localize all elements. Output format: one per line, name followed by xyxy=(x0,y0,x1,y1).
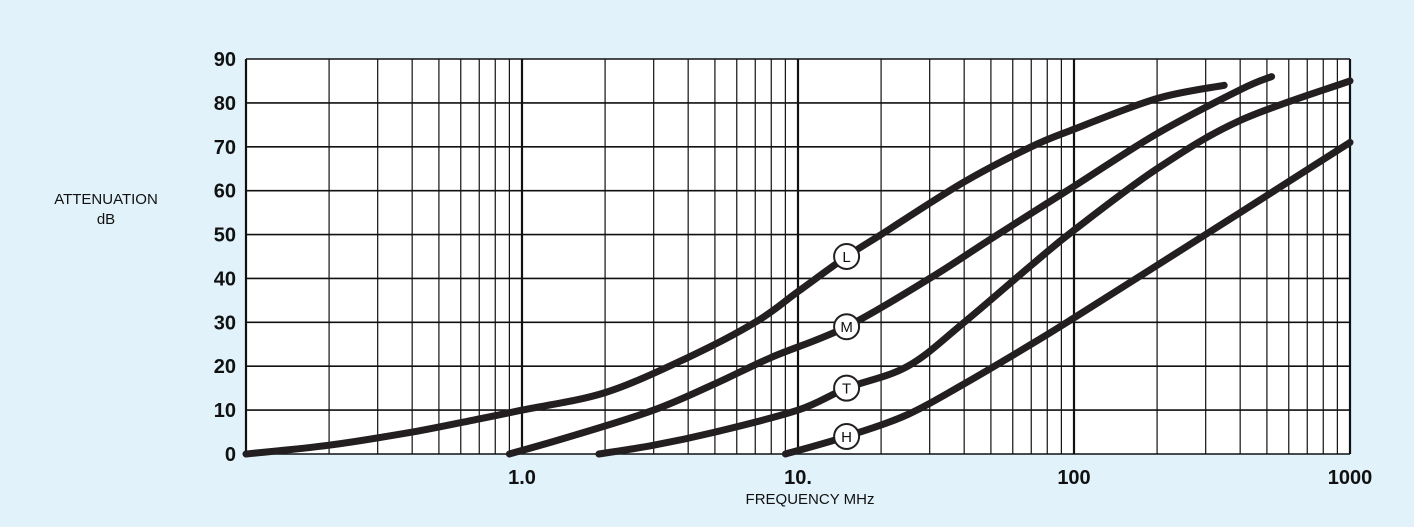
y-tick-label: 30 xyxy=(214,312,236,334)
series-line-h xyxy=(781,138,1354,458)
series-marker-h xyxy=(833,422,861,450)
x-tick-label: 1.0 xyxy=(508,467,536,489)
grid xyxy=(244,58,1352,455)
y-tick-label: 60 xyxy=(214,181,236,203)
curve-labels: L M T H xyxy=(833,243,861,450)
y-tick-label: 40 xyxy=(214,268,236,290)
x-tick-label: 1000 xyxy=(1328,467,1373,489)
x-axis-label: FREQUENCY MHz xyxy=(745,491,875,508)
y-tick-label: 90 xyxy=(214,49,236,71)
y-tick-label: 10 xyxy=(214,400,236,422)
y-tick-label: 0 xyxy=(225,444,236,466)
series-label-t: T xyxy=(842,381,851,398)
series-line-t xyxy=(595,77,1354,458)
y-tick-label: 80 xyxy=(214,93,236,115)
y-axis-label: ATTENUATION dB xyxy=(34,190,178,230)
series-label-h: H xyxy=(841,429,852,446)
x-tick-label: 100 xyxy=(1057,467,1090,489)
y-axis-label-line-1: ATTENUATION xyxy=(54,191,158,208)
y-tick-label: 20 xyxy=(214,356,236,378)
y-tick-label: 50 xyxy=(214,225,236,247)
y-axis-label-line-2: dB xyxy=(96,211,116,228)
x-tick-label: 10. xyxy=(784,467,812,489)
series-label-l: L xyxy=(842,249,850,266)
series-marker-l xyxy=(833,243,861,270)
curves xyxy=(242,73,1354,458)
series-marker-t xyxy=(833,374,861,402)
series-marker-m xyxy=(833,313,861,341)
series-line-m xyxy=(505,73,1276,458)
series-line-l xyxy=(242,81,1228,458)
axis-ticks: 0 10 20 30 40 50 60 70 80 90 1.0 10. 100 1000 xyxy=(214,49,1373,489)
series-label-m: M xyxy=(840,319,853,336)
y-tick-label: 70 xyxy=(214,137,236,159)
